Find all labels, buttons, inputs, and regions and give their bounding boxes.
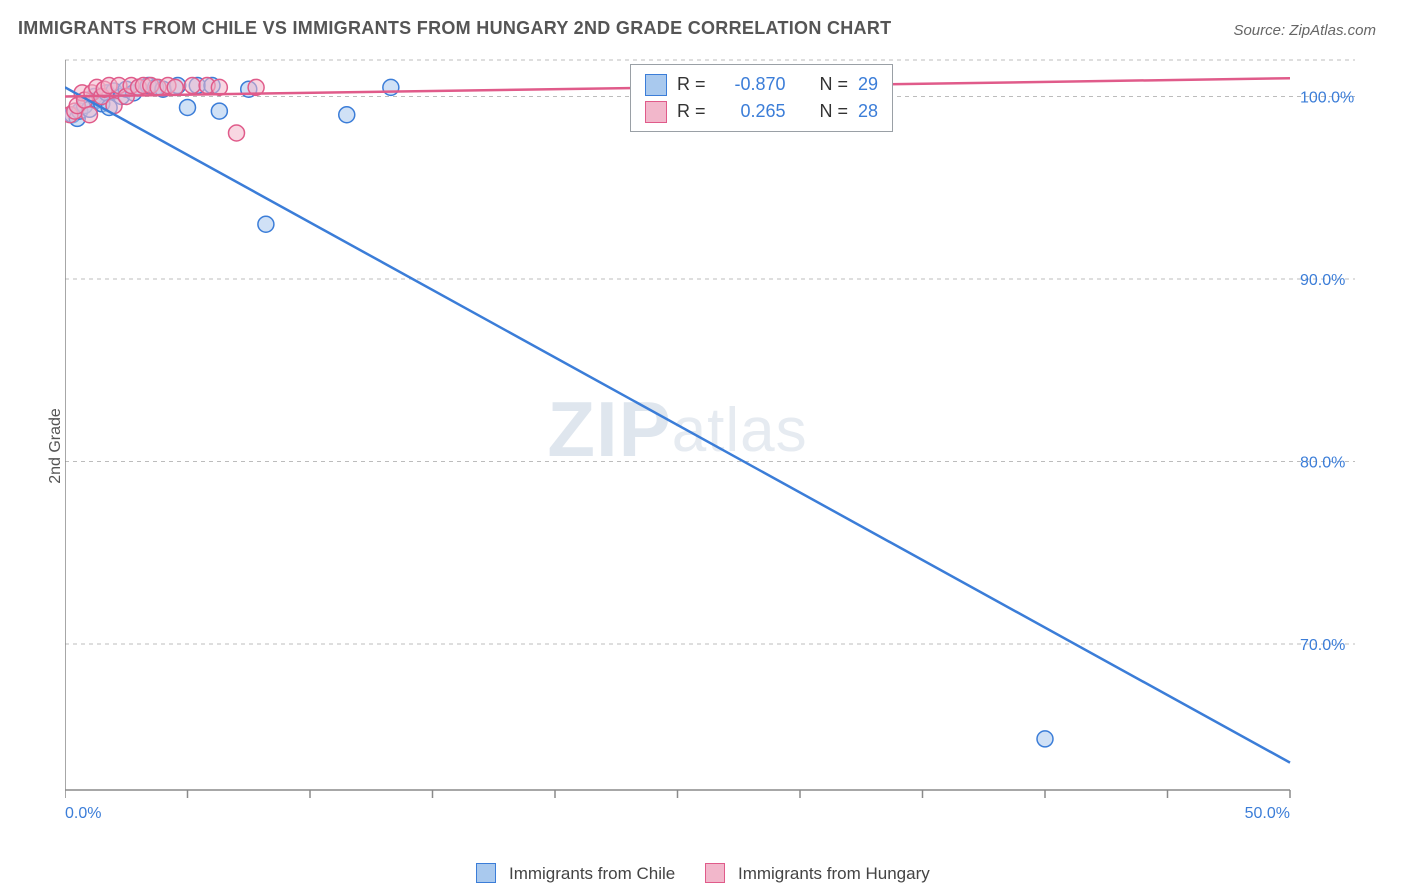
svg-text:0.0%: 0.0%	[65, 805, 101, 820]
svg-text:ZIPatlas: ZIPatlas	[547, 385, 807, 473]
correlation-legend-panel: R = -0.870 N = 29 R = 0.265 N = 28	[630, 64, 893, 132]
svg-text:90.0%: 90.0%	[1300, 272, 1345, 289]
legend-swatch-hungary	[705, 863, 725, 883]
svg-text:70.0%: 70.0%	[1300, 637, 1345, 654]
r-label: R =	[677, 71, 706, 98]
legend-panel-swatch	[645, 101, 667, 123]
svg-text:50.0%: 50.0%	[1245, 805, 1290, 820]
chart-plot-area: 70.0% 80.0% 90.0% 100.0% ZIPatlas 0.0% 50.0%	[65, 50, 1355, 820]
svg-text:100.0%: 100.0%	[1300, 90, 1354, 107]
svg-text:80.0%: 80.0%	[1300, 455, 1345, 472]
chart-title: IMMIGRANTS FROM CHILE VS IMMIGRANTS FROM…	[18, 18, 891, 39]
legend-bottom: Immigrants from Chile Immigrants from Hu…	[0, 863, 1406, 884]
legend-label-chile: Immigrants from Chile	[509, 864, 675, 883]
n-value: 29	[858, 71, 878, 98]
legend-panel-swatch	[645, 74, 667, 96]
legend-item-hungary: Immigrants from Hungary	[705, 863, 930, 884]
r-value: 0.265	[716, 98, 786, 125]
n-label: N =	[820, 98, 849, 125]
r-label: R =	[677, 98, 706, 125]
legend-label-hungary: Immigrants from Hungary	[738, 864, 930, 883]
legend-panel-row: R = 0.265 N = 28	[645, 98, 878, 125]
source-label: Source: ZipAtlas.com	[1233, 22, 1376, 39]
legend-panel-row: R = -0.870 N = 29	[645, 71, 878, 98]
y-axis-label: 2nd Grade	[47, 408, 65, 484]
legend-swatch-chile	[476, 863, 496, 883]
n-value: 28	[858, 98, 878, 125]
legend-item-chile: Immigrants from Chile	[476, 863, 675, 884]
n-label: N =	[820, 71, 849, 98]
chart-svg: 70.0% 80.0% 90.0% 100.0% ZIPatlas 0.0% 50.0%	[65, 50, 1355, 820]
r-value: -0.870	[716, 71, 786, 98]
